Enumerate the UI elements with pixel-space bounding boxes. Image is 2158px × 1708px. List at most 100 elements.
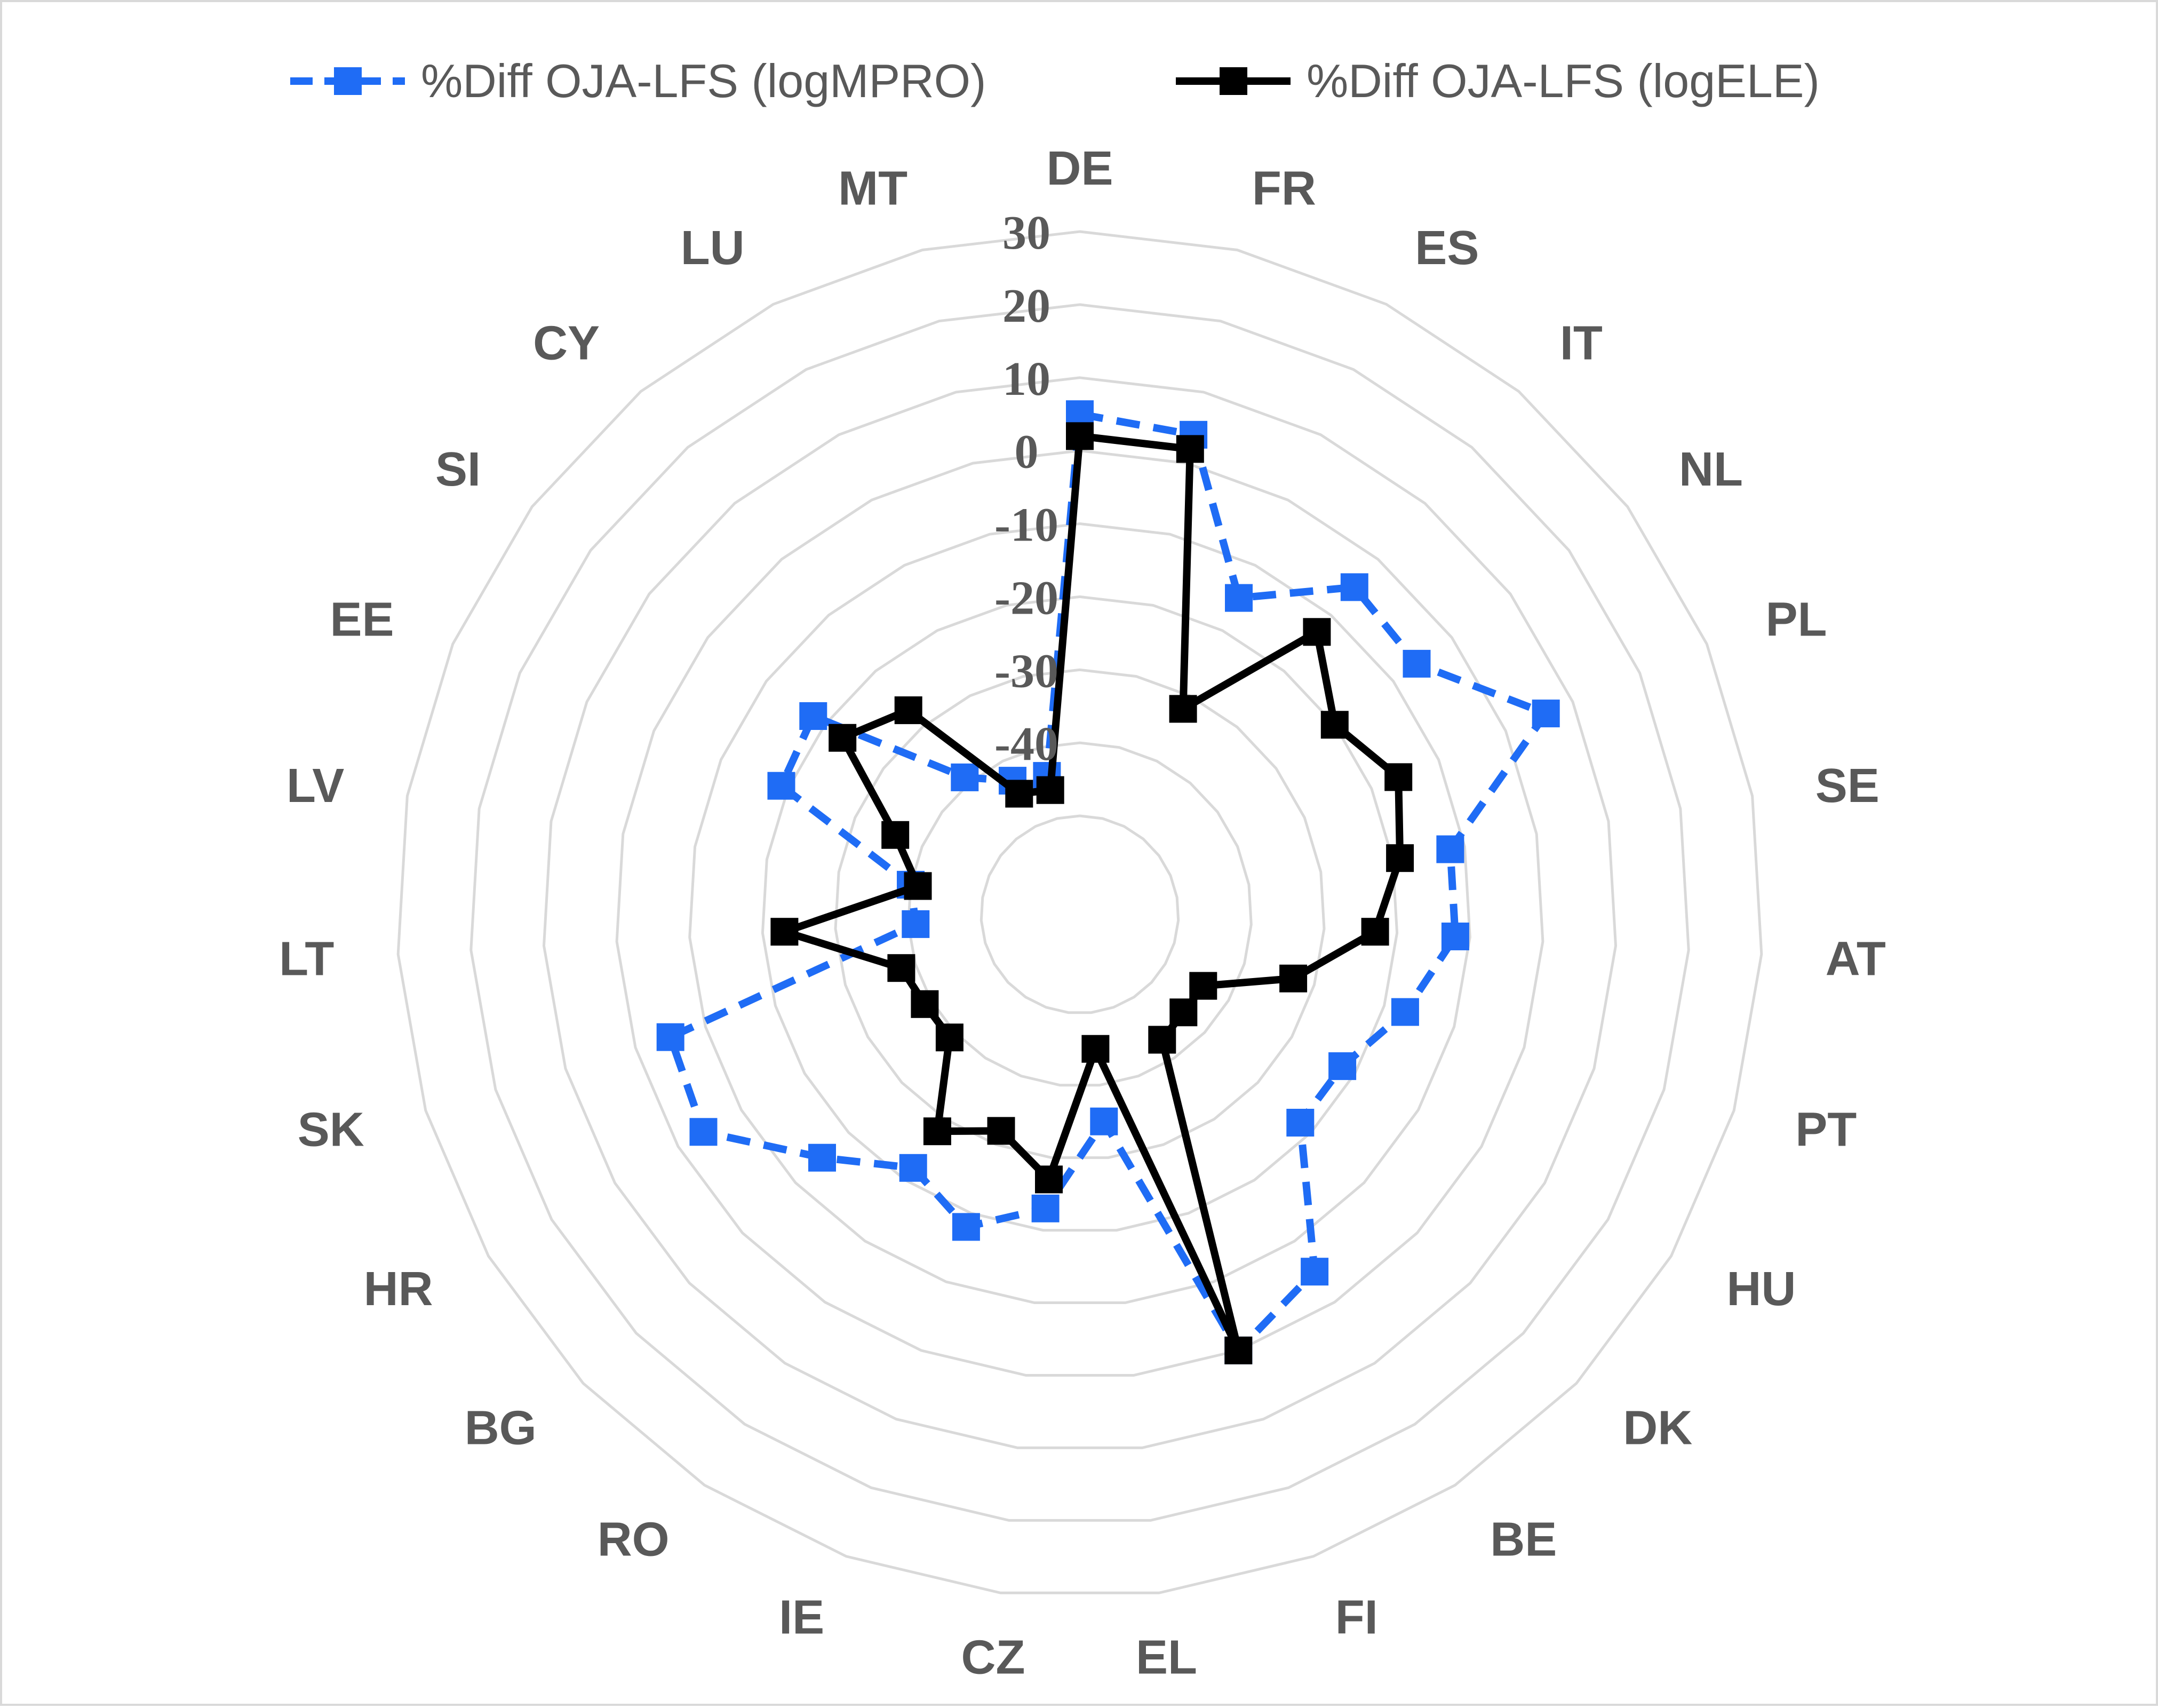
category-label-es: ES: [1415, 221, 1479, 275]
category-label-ie: IE: [779, 1591, 824, 1645]
point-logmpro-sk: [656, 1023, 684, 1051]
point-logmpro-at: [1441, 923, 1469, 950]
point-logmpro-bg: [808, 1143, 836, 1172]
point-logele-nl: [1320, 711, 1349, 739]
category-label-cz: CZ: [961, 1631, 1025, 1685]
point-logele-cy: [894, 696, 922, 725]
tick-label: 10: [1002, 353, 1050, 406]
point-logmpro-es: [1225, 584, 1253, 612]
category-label-el: EL: [1136, 1631, 1197, 1685]
point-logmpro-pt: [1391, 998, 1419, 1026]
category-label-bg: BG: [465, 1402, 537, 1455]
point-logmpro-dk: [1286, 1109, 1315, 1137]
category-label-hr: HR: [364, 1262, 433, 1316]
grid-ring-3: [761, 595, 1399, 1232]
point-logele-de: [1066, 422, 1094, 450]
tick-label: -20: [994, 571, 1058, 624]
point-logele-fi: [1224, 1336, 1253, 1364]
point-logele-se: [1386, 844, 1414, 872]
point-logele-mt: [1036, 776, 1064, 804]
point-logele-lt: [770, 918, 799, 946]
point-logele-at: [1361, 918, 1389, 946]
grid-ring-4: [688, 522, 1471, 1304]
category-label-fi: FI: [1335, 1591, 1378, 1645]
grid-ring-8: [396, 230, 1763, 1594]
point-logele-dk: [1169, 998, 1198, 1027]
point-logmpro-hu: [1328, 1052, 1357, 1081]
category-label-it: IT: [1560, 317, 1603, 370]
point-logmpro-cz: [1031, 1194, 1060, 1222]
category-label-cy: CY: [533, 317, 600, 370]
category-label-ro: RO: [598, 1513, 670, 1567]
category-label-be: BE: [1490, 1513, 1557, 1567]
category-label-lv: LV: [286, 759, 344, 813]
legend-marker-logele: [1220, 67, 1247, 95]
series-logmpro: [656, 400, 1560, 1364]
category-labels: DE FR ES IT NL PL SE AT PT HU DK BE FI EL CZ IE RO BG HR SK…: [279, 142, 1886, 1685]
grid-ring-5: [615, 449, 1544, 1377]
point-logele-si: [829, 724, 857, 752]
tick-labels: 30 20 10 0 -10 -20 -30 -40: [994, 206, 1058, 770]
tick-label: -40: [994, 718, 1058, 770]
point-logele-cz: [1035, 1165, 1063, 1194]
point-logele-pl: [1384, 763, 1413, 791]
point-logmpro-ie: [952, 1213, 980, 1241]
category-label-se: SE: [1815, 759, 1880, 813]
legend-label-logmpro: %Diff OJA-LFS (logMPRO): [421, 54, 986, 107]
tick-label: 0: [1015, 426, 1039, 479]
tick-label: 20: [1002, 280, 1050, 332]
legend-marker-logmpro: [334, 67, 362, 95]
point-logmpro-el: [1090, 1107, 1118, 1135]
point-logmpro-ee: [767, 772, 795, 800]
point-logele-hr: [911, 990, 939, 1018]
point-logmpro-hr: [689, 1118, 718, 1146]
point-logmpro-si: [799, 702, 827, 730]
point-logele-pt: [1279, 964, 1308, 992]
legend: %Diff OJA-LFS (logMPRO) %Diff OJA-LFS (l…: [290, 54, 1820, 107]
point-logmpro-nl: [1403, 649, 1431, 678]
point-logele-lu: [1005, 780, 1033, 808]
point-logele-sk: [887, 954, 915, 982]
point-logmpro-se: [1436, 835, 1464, 863]
point-logmpro-it: [1340, 573, 1368, 601]
point-logele-it: [1303, 618, 1331, 646]
point-logmpro-lt: [902, 910, 930, 938]
legend-item-logmpro[interactable]: %Diff OJA-LFS (logMPRO): [290, 54, 986, 107]
grid-ring-0: [980, 814, 1180, 1014]
point-logele-el: [1081, 1035, 1110, 1063]
series-line-logele: [781, 432, 1404, 1354]
point-logmpro-cy: [951, 763, 979, 791]
point-logele-ee: [881, 821, 910, 849]
point-logmpro-pl: [1532, 700, 1560, 728]
point-logmpro-ro: [899, 1154, 927, 1182]
legend-label-logele: %Diff OJA-LFS (logELE): [1307, 54, 1820, 107]
category-label-pt: PT: [1795, 1103, 1857, 1157]
category-label-mt: MT: [838, 162, 907, 216]
category-label-hu: HU: [1726, 1262, 1796, 1316]
point-logele-bg: [935, 1023, 963, 1052]
grid-ring-6: [542, 376, 1618, 1449]
category-label-at: AT: [1826, 932, 1886, 986]
point-logele-ie: [987, 1117, 1015, 1145]
point-logele-ro: [923, 1117, 951, 1146]
point-logele-es: [1169, 695, 1197, 723]
category-label-lt: LT: [279, 932, 334, 986]
category-label-de: DE: [1046, 142, 1113, 195]
category-label-ee: EE: [330, 593, 394, 647]
category-label-lu: LU: [681, 221, 745, 275]
category-label-pl: PL: [1766, 593, 1827, 647]
series-logele: [770, 422, 1414, 1364]
point-logele-lv: [904, 872, 932, 900]
category-label-si: SI: [435, 443, 481, 496]
point-logele-be: [1148, 1026, 1176, 1054]
legend-item-logele[interactable]: %Diff OJA-LFS (logELE): [1176, 54, 1820, 107]
category-label-nl: NL: [1679, 443, 1743, 496]
point-logele-hu: [1189, 972, 1217, 1000]
category-label-dk: DK: [1623, 1402, 1692, 1455]
series-line-logmpro: [666, 410, 1550, 1354]
category-label-sk: SK: [298, 1103, 364, 1157]
tick-label: -10: [994, 499, 1058, 552]
series-layer: [656, 400, 1560, 1364]
